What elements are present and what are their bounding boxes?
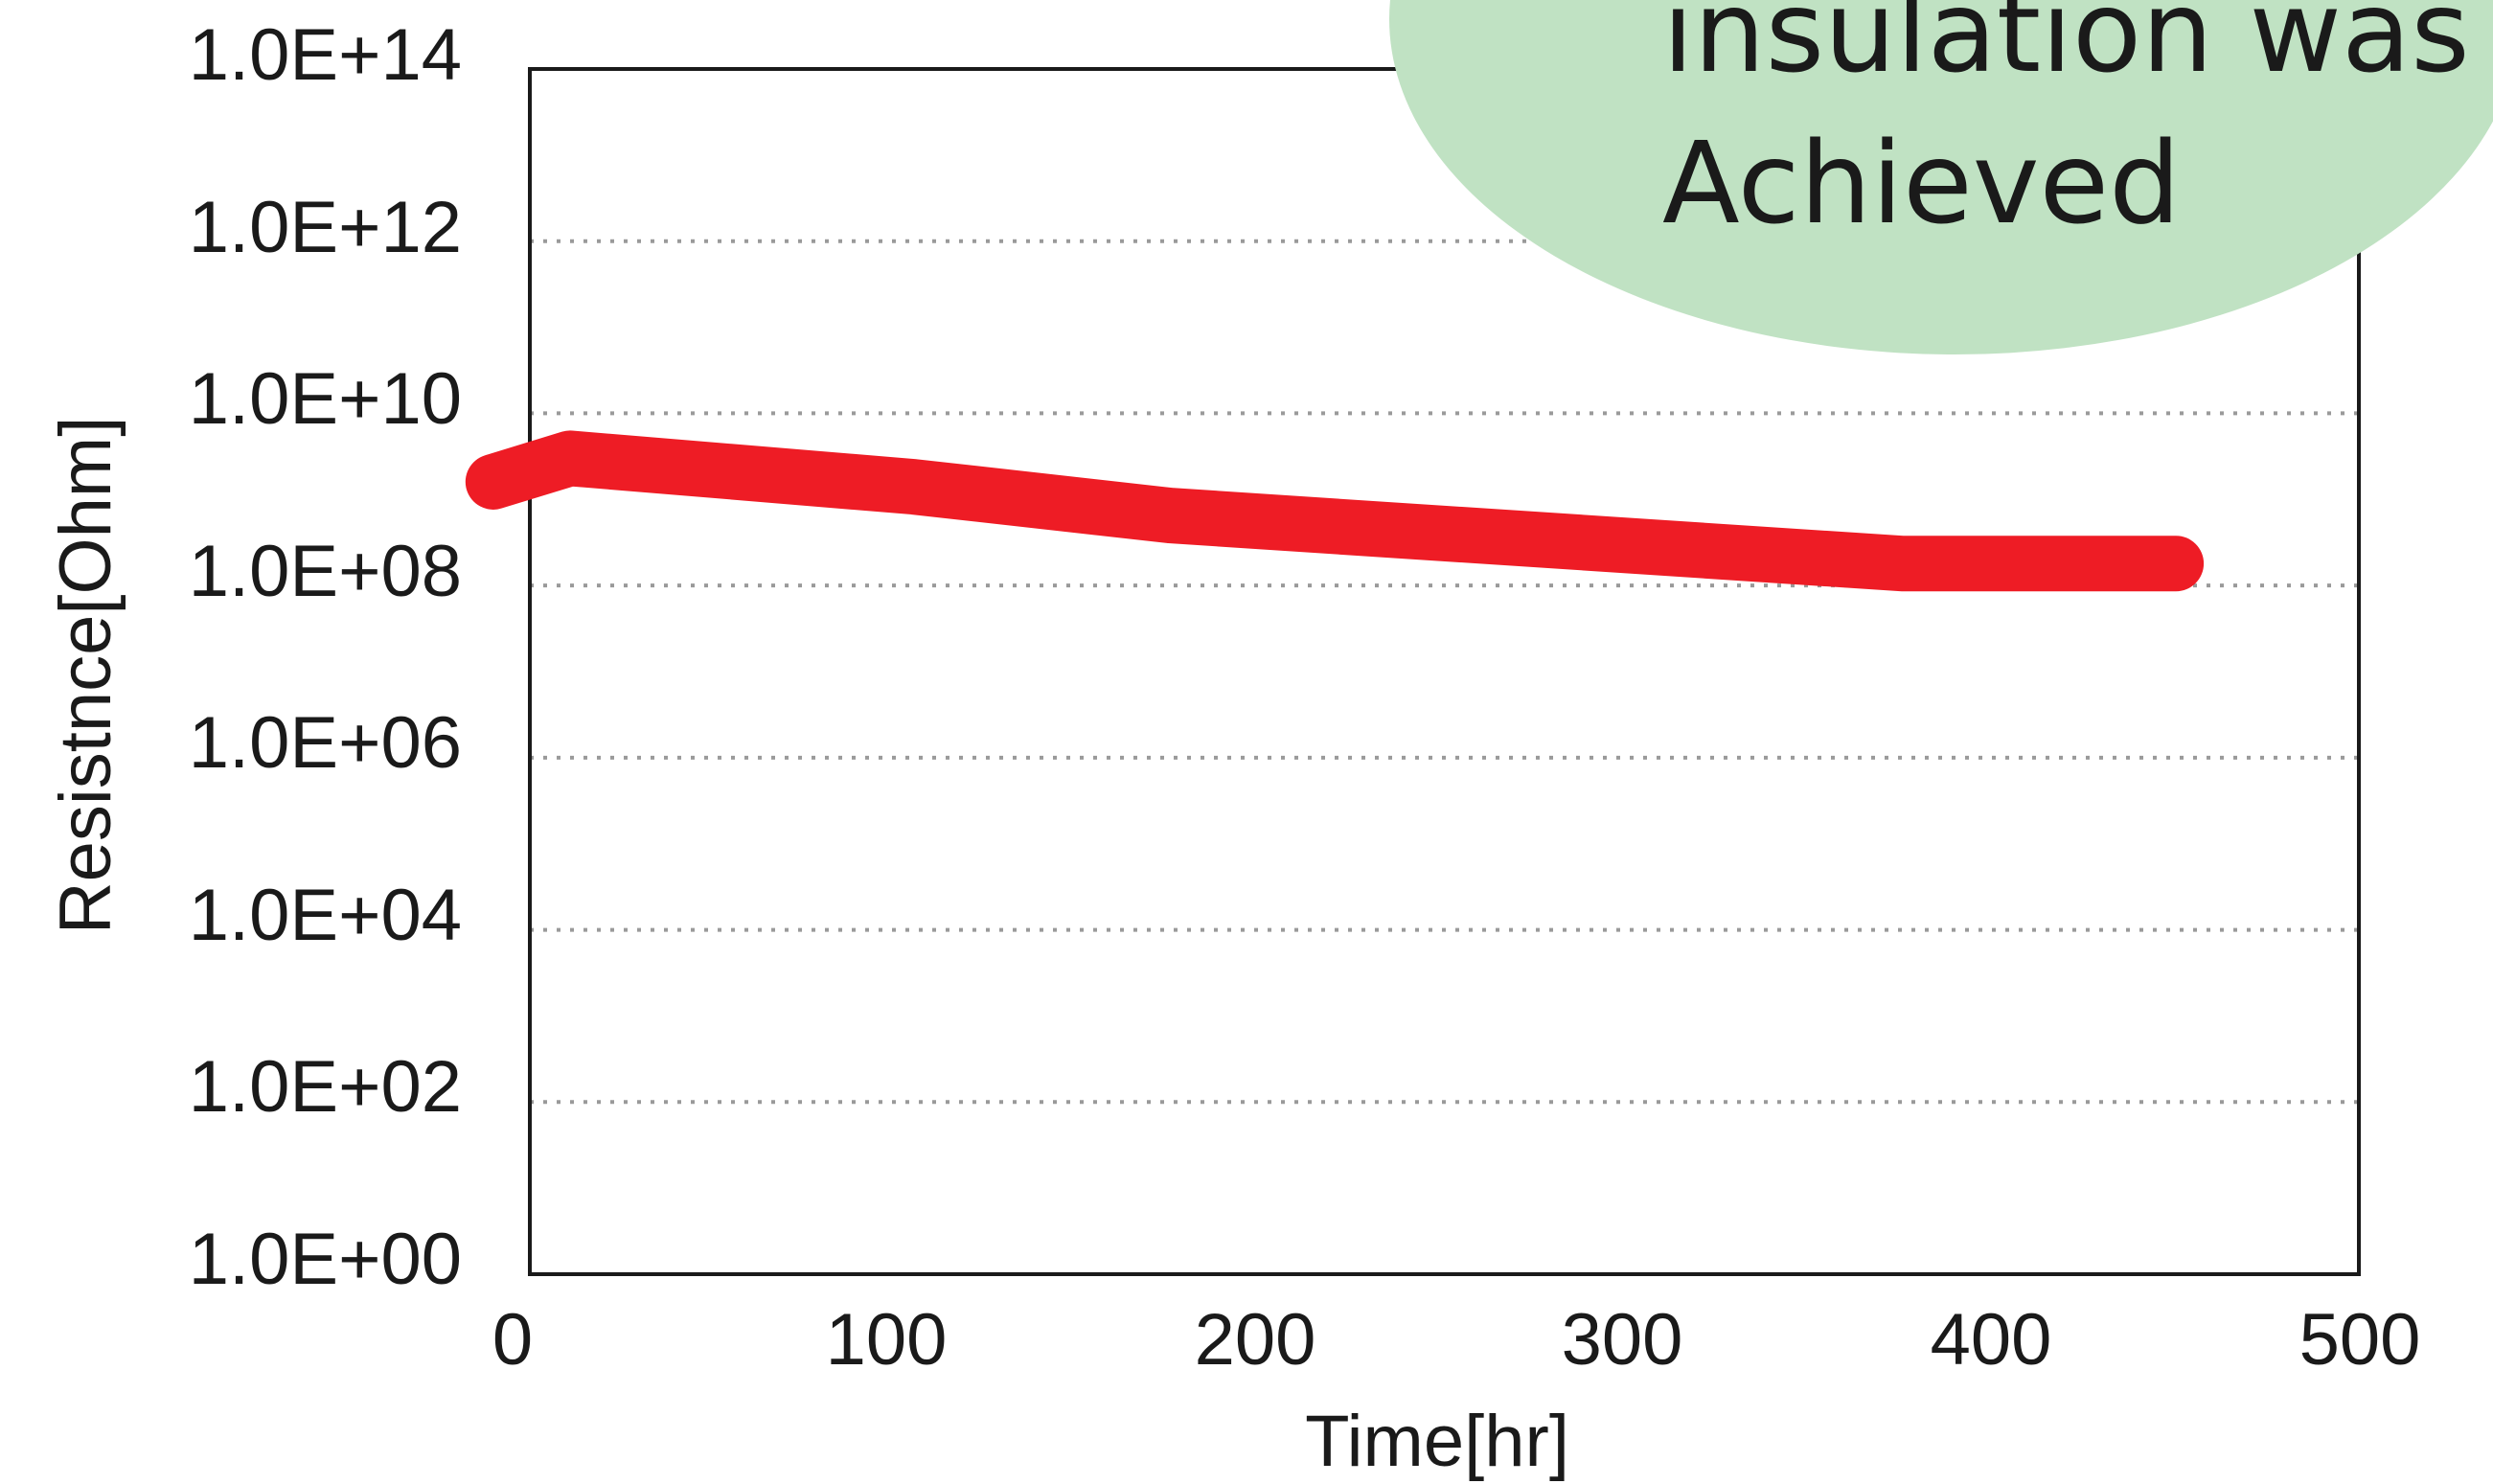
x-tick-label: 500: [2299, 1299, 2421, 1381]
series-layer: [465, 430, 2205, 592]
x-tick-label: 400: [1931, 1299, 2052, 1381]
annotation-callout: insulation was Achieved: [1389, 0, 2493, 354]
x-axis-ticks: 0 100 200 300 400 500: [492, 1299, 2421, 1381]
y-tick-label: 1.0E+06: [189, 702, 462, 784]
y-axis-ticks: 1.0E+00 1.0E+02 1.0E+04 1.0E+06 1.0E+08 …: [189, 14, 462, 1300]
y-tick-label: 1.0E+08: [189, 531, 462, 612]
x-tick-label: 100: [826, 1299, 948, 1381]
x-axis-title: Time[hr]: [1305, 1401, 1569, 1482]
callout-bubble: [1389, 0, 2493, 354]
y-tick-label: 1.0E+04: [189, 875, 462, 956]
x-tick-label: 300: [1562, 1299, 1683, 1381]
y-tick-label: 1.0E+02: [189, 1046, 462, 1128]
y-tick-label: 1.0E+00: [189, 1219, 462, 1300]
y-tick-label: 1.0E+10: [189, 358, 462, 440]
y-tick-label: 1.0E+14: [189, 14, 462, 96]
x-tick-label: 0: [492, 1299, 533, 1381]
x-tick-label: 200: [1195, 1299, 1316, 1381]
grid-lines: [530, 239, 2359, 1105]
callout-line-1: insulation was: [1662, 0, 2470, 98]
series-line: [465, 430, 2205, 592]
callout-line-2: Achieved: [1662, 117, 2181, 249]
y-axis-title: Resistnce[Ohm]: [45, 417, 126, 935]
y-tick-label: 1.0E+12: [189, 187, 462, 268]
